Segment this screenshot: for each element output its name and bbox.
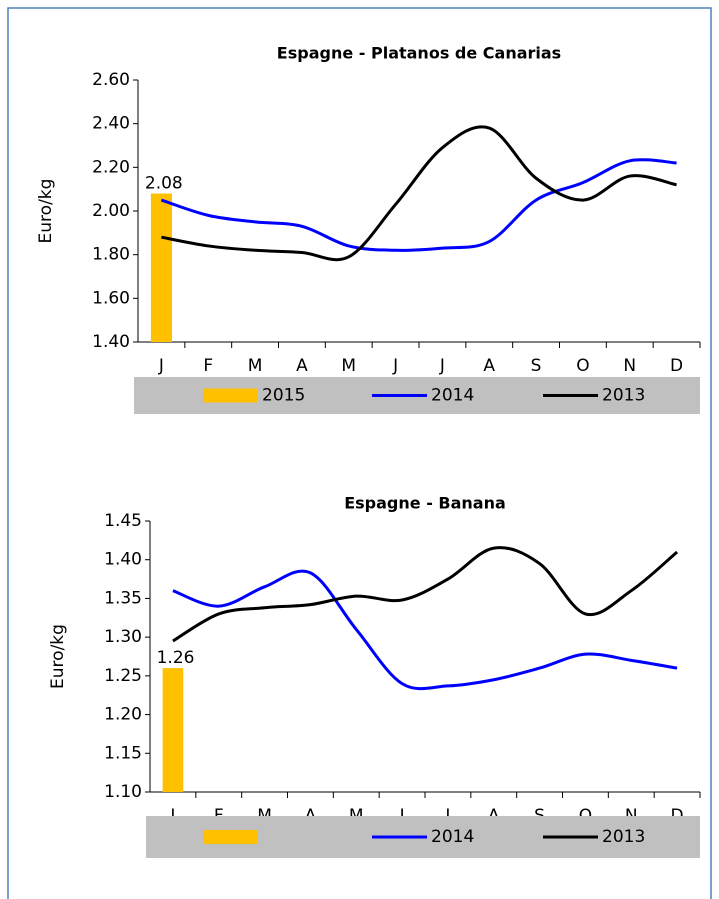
x-tick-label: N bbox=[623, 356, 636, 376]
x-tick-label: S bbox=[531, 356, 542, 376]
bar bbox=[162, 668, 184, 792]
y-tick-label: 1.60 bbox=[92, 288, 130, 308]
y-tick-label: 1.25 bbox=[104, 666, 142, 686]
series-line bbox=[172, 546, 679, 643]
y-tick-label: 2.60 bbox=[92, 70, 130, 90]
x-tick-label: J bbox=[392, 356, 398, 376]
legend-label: 2013 bbox=[602, 827, 645, 847]
y-tick-label: 1.40 bbox=[92, 332, 130, 352]
frame bbox=[7, 7, 712, 899]
series-line bbox=[161, 125, 677, 262]
legend-label: 2015 bbox=[262, 386, 305, 406]
x-tick-label: D bbox=[670, 356, 683, 376]
data-label: 2.08 bbox=[145, 174, 183, 194]
y-tick-label: 2.40 bbox=[92, 114, 130, 134]
y-tick-label: 1.40 bbox=[104, 550, 142, 570]
y-tick-label: 1.80 bbox=[92, 245, 130, 265]
y-axis-label: Euro/kg bbox=[36, 179, 56, 244]
data-label: 1.26 bbox=[157, 648, 195, 668]
y-tick-label: 1.35 bbox=[104, 588, 142, 608]
x-tick-label: O bbox=[576, 356, 589, 376]
x-tick-label: F bbox=[203, 356, 213, 376]
y-tick-label: 1.30 bbox=[104, 627, 142, 647]
legend-label: 2014 bbox=[431, 827, 474, 847]
x-tick-label: M bbox=[248, 356, 263, 376]
legend-swatch bbox=[203, 830, 257, 844]
x-tick-label: M bbox=[341, 356, 356, 376]
series-line bbox=[172, 569, 678, 691]
x-tick-label: J bbox=[439, 356, 445, 376]
x-tick-label: J bbox=[158, 356, 164, 376]
legend-swatch bbox=[203, 388, 257, 403]
y-tick-label: 1.45 bbox=[104, 511, 142, 531]
y-tick-label: 1.20 bbox=[104, 705, 142, 725]
series-line bbox=[160, 158, 677, 252]
y-axis-label: Euro/kg bbox=[48, 624, 68, 689]
bar bbox=[150, 193, 172, 342]
y-tick-label: 1.15 bbox=[104, 743, 142, 763]
chart-title: Espagne - Platanos de Canarias bbox=[277, 44, 561, 63]
legend-label: 2013 bbox=[602, 386, 645, 406]
chart-title: Espagne - Banana bbox=[344, 494, 506, 513]
x-tick-label: A bbox=[296, 356, 308, 376]
y-tick-label: 2.20 bbox=[92, 157, 130, 177]
x-tick-label: A bbox=[483, 356, 495, 376]
legend-label: 2014 bbox=[431, 386, 474, 406]
y-tick-label: 2.00 bbox=[92, 201, 130, 221]
y-tick-label: 1.10 bbox=[104, 782, 142, 802]
